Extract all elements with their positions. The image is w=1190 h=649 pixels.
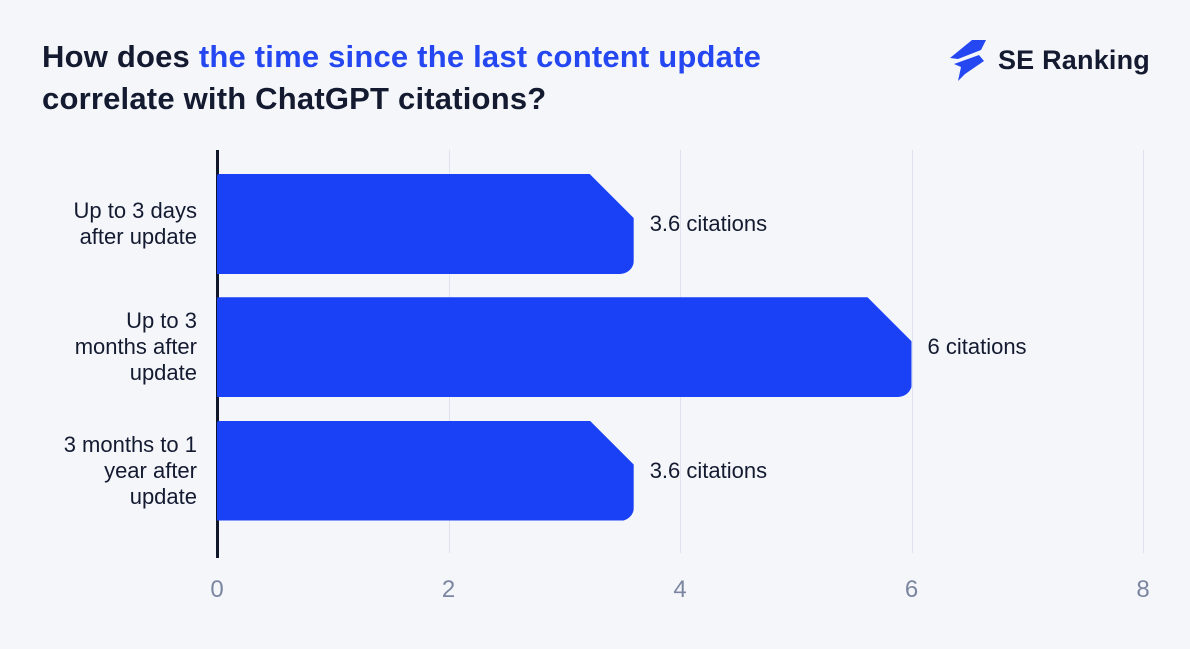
category-label-line: after update bbox=[79, 224, 197, 249]
category-label-line: months after bbox=[74, 334, 197, 360]
brand-logo: SE Ranking bbox=[948, 38, 1150, 82]
title-text: How does bbox=[42, 39, 199, 74]
brand-name: SE Ranking bbox=[997, 44, 1150, 75]
bar-value-label: 6 citations bbox=[927, 334, 1027, 360]
gridline bbox=[1143, 150, 1144, 553]
bar-value-label: 3.6 citations bbox=[649, 211, 768, 236]
bar bbox=[217, 297, 912, 397]
page-title: How does the time since the last content… bbox=[42, 36, 802, 120]
bar bbox=[217, 421, 634, 521]
gridline bbox=[911, 150, 913, 553]
x-axis-tick-label: 0 bbox=[210, 576, 224, 603]
bar-chart: Up to 3 days after update Up to 3 months af… bbox=[42, 150, 1150, 603]
title-text: correlate with ChatGPT citations? bbox=[42, 81, 547, 116]
category-label: 3 months to 1 year after update bbox=[42, 432, 197, 510]
bar-value-label: 3.6 citations bbox=[649, 457, 768, 483]
x-axis-tick-label: 8 bbox=[1136, 576, 1150, 603]
category-label-line: update bbox=[129, 360, 197, 386]
category-label-line: year after bbox=[104, 457, 197, 483]
bar bbox=[217, 174, 634, 274]
category-label: Up to 3 months after update bbox=[42, 308, 197, 386]
title-highlight-text: the time since the last content update bbox=[198, 39, 762, 74]
x-axis-tick-label: 2 bbox=[441, 576, 456, 603]
plot-area: 0 2 4 6 8 3.6 citations 6 citations 3.6 citatio… bbox=[210, 150, 1150, 603]
se-ranking-flash-icon bbox=[949, 40, 986, 81]
x-axis-tick-label: 6 bbox=[904, 576, 919, 603]
category-label-line: Up to 3 days bbox=[73, 198, 197, 223]
category-label-line: update bbox=[129, 483, 197, 509]
category-label-line: 3 months to 1 bbox=[63, 431, 197, 457]
x-axis-tick-label: 4 bbox=[673, 576, 687, 603]
category-labels: Up to 3 days after update Up to 3 months af… bbox=[42, 150, 197, 553]
category-label: Up to 3 days after update bbox=[42, 198, 197, 250]
category-label-line: Up to 3 bbox=[126, 308, 197, 334]
